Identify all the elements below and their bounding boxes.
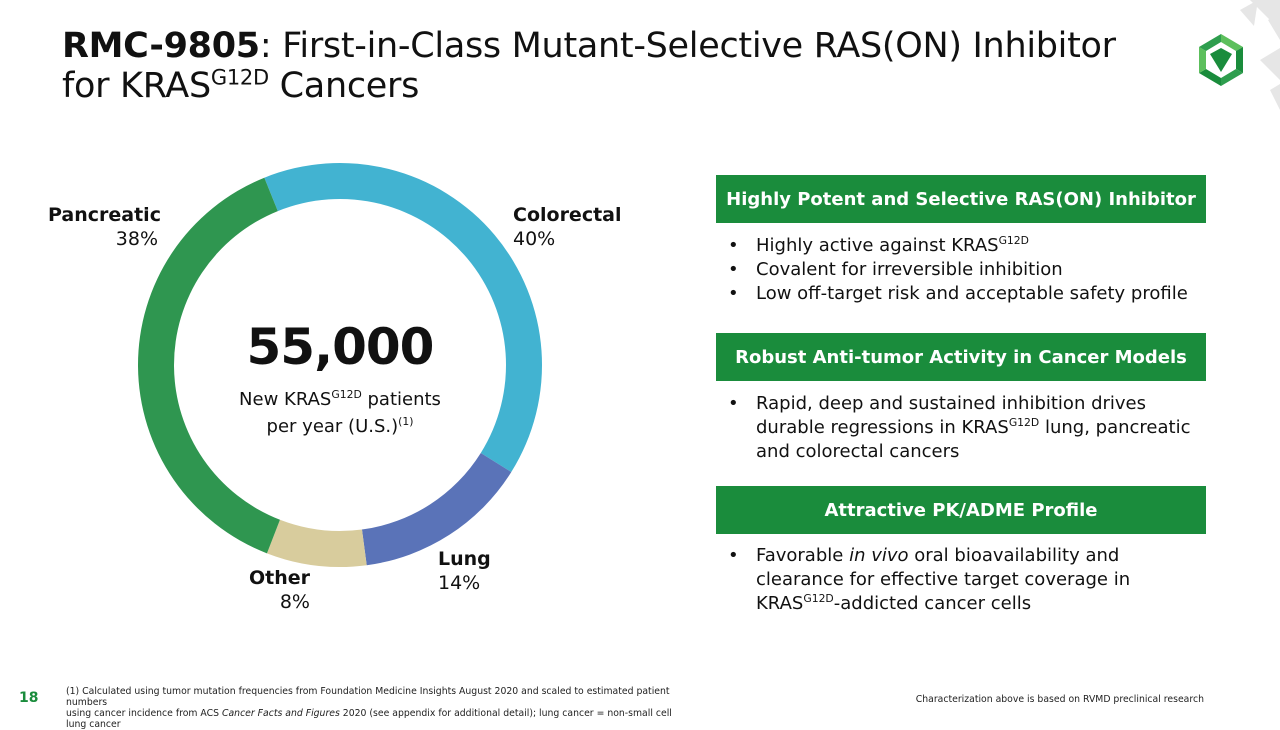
center-label: New KRASG12D patients per year (U.S.)(1) [200,386,480,440]
title-line2-sup: G12D [210,65,269,90]
label-other-name: Other [248,567,310,589]
center-label-post: patients [361,389,441,410]
footnote: (1) Calculated using tumor mutation freq… [66,686,686,730]
donut-slice-other [266,519,367,567]
center-label-sup: G12D [331,388,362,401]
label-pancreatic-pct: 38% [115,228,158,250]
corner-pattern [1240,0,1280,110]
label-lung: Lung 14% [438,547,491,595]
footnote-line2-pre: using cancer incidence from ACS [66,708,222,719]
label-lung-name: Lung [438,548,491,570]
panel-header-pk: Attractive PK/ADME Profile [716,486,1206,534]
donut-slice-pancreatic [138,177,280,554]
label-colorectal: Colorectal 40% [513,203,622,251]
panel-header-potency: Highly Potent and Selective RAS(ON) Inhi… [716,175,1206,223]
bullet-text-post: lung, pancreatic and colorectal cancers [756,417,1191,462]
center-label-line2: per year (U.S.) [266,416,399,437]
footnote-line1: (1) Calculated using tumor mutation freq… [66,686,670,708]
title-line2-post: Cancers [268,66,420,106]
list-item: Favorable in vivo oral bioavailability a… [728,544,1210,616]
list-item: Low off-target risk and acceptable safet… [728,282,1210,306]
company-logo [1199,34,1243,86]
label-lung-pct: 14% [438,572,481,594]
label-colorectal-name: Colorectal [513,204,622,226]
donut-chart [138,163,542,567]
donut-slice-lung [361,452,512,566]
bullet-sup: G12D [803,592,834,605]
bullet-text-post: -addicted cancer cells [833,593,1032,614]
bullet-sup: G12D [1008,416,1040,429]
bullet-sup: G12D [998,234,1029,247]
panel-bullets-potency: Highly active against KRASG12D Covalent … [728,234,1210,306]
center-label-footref: (1) [398,415,414,428]
title-line2-pre: for KRAS [62,66,211,106]
panel-header-activity: Robust Anti-tumor Activity in Cancer Mod… [716,333,1206,381]
panel-bullets-activity: Rapid, deep and sustained inhibition dri… [728,392,1210,464]
list-item: Rapid, deep and sustained inhibition dri… [728,392,1210,464]
bullet-text-mid: oral bioavailability and clearance for e… [756,545,1131,614]
footnote-line2-em: Cancer Facts and Figures [221,708,340,719]
slide-title: RMC-9805: First-in-Class Mutant-Selectiv… [62,26,1142,106]
center-value: 55,000 [246,318,435,376]
label-other: Other 8% [228,566,310,614]
bullet-text: Covalent for irreversible inhibition [756,259,1063,280]
panel-bullets-pk: Favorable in vivo oral bioavailability a… [728,544,1210,616]
title-drug-name: RMC-9805 [62,26,260,66]
label-pancreatic-name: Pancreatic [48,204,161,226]
bullet-text: Highly active against KRAS [756,235,999,256]
footer-right-note: Characterization above is based on RVMD … [915,694,1204,705]
center-label-pre: New KRAS [239,389,332,410]
label-pancreatic: Pancreatic 38% [48,203,161,251]
bullet-text: Rapid, deep and sustained inhibition dri… [756,393,1147,438]
label-colorectal-pct: 40% [513,228,556,250]
donut-slice-colorectal [264,163,542,473]
list-item: Highly active against KRASG12D [728,234,1210,258]
page-number: 18 [19,690,39,706]
bullet-text: Low off-target risk and acceptable safet… [756,283,1188,304]
bullet-text: Favorable [756,545,850,566]
title-line1-rest: : First-in-Class Mutant-Selective RAS(ON… [259,26,1116,66]
list-item: Covalent for irreversible inhibition [728,258,1210,282]
bullet-emphasis: in vivo [849,545,909,566]
label-other-pct: 8% [279,591,310,613]
